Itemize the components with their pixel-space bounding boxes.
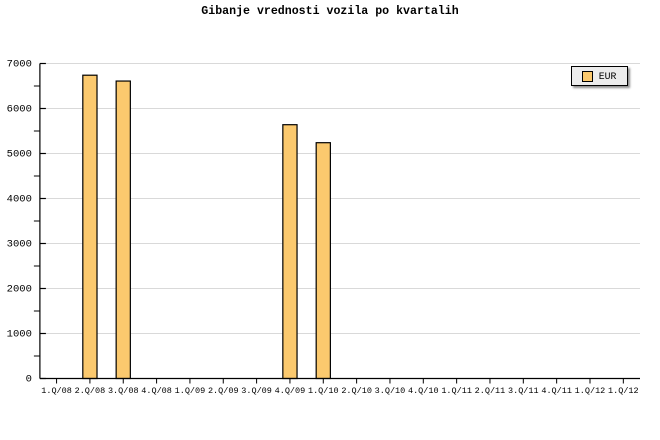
svg-text:2.Q/09: 2.Q/09 <box>208 386 239 396</box>
svg-text:1000: 1000 <box>7 329 32 341</box>
svg-text:3.Q/11: 3.Q/11 <box>508 386 539 396</box>
svg-text:2.Q/11: 2.Q/11 <box>475 386 506 396</box>
svg-text:1.Q/12: 1.Q/12 <box>575 386 606 396</box>
svg-text:7000: 7000 <box>7 59 32 71</box>
svg-text:1.Q/10: 1.Q/10 <box>308 386 339 396</box>
svg-text:2.Q/10: 2.Q/10 <box>341 386 372 396</box>
svg-text:3.Q/09: 3.Q/09 <box>241 386 272 396</box>
svg-text:4.Q/10: 4.Q/10 <box>408 386 439 396</box>
svg-text:6000: 6000 <box>7 104 32 116</box>
svg-text:1.Q/08: 1.Q/08 <box>41 386 72 396</box>
svg-text:4000: 4000 <box>7 194 32 206</box>
svg-text:3.Q/10: 3.Q/10 <box>375 386 406 396</box>
svg-text:1.Q/09: 1.Q/09 <box>175 386 206 396</box>
svg-text:1.Q/11: 1.Q/11 <box>441 386 472 396</box>
svg-text:2000: 2000 <box>7 284 32 296</box>
svg-text:1.Q/12: 1.Q/12 <box>608 386 639 396</box>
svg-text:2.Q/08: 2.Q/08 <box>75 386 106 396</box>
svg-text:4.Q/08: 4.Q/08 <box>141 386 172 396</box>
svg-text:0: 0 <box>26 374 32 386</box>
svg-text:4.Q/09: 4.Q/09 <box>275 386 306 396</box>
svg-text:5000: 5000 <box>7 149 32 161</box>
svg-text:3.Q/08: 3.Q/08 <box>108 386 139 396</box>
svg-text:4.Q/11: 4.Q/11 <box>541 386 572 396</box>
svg-text:3000: 3000 <box>7 239 32 251</box>
